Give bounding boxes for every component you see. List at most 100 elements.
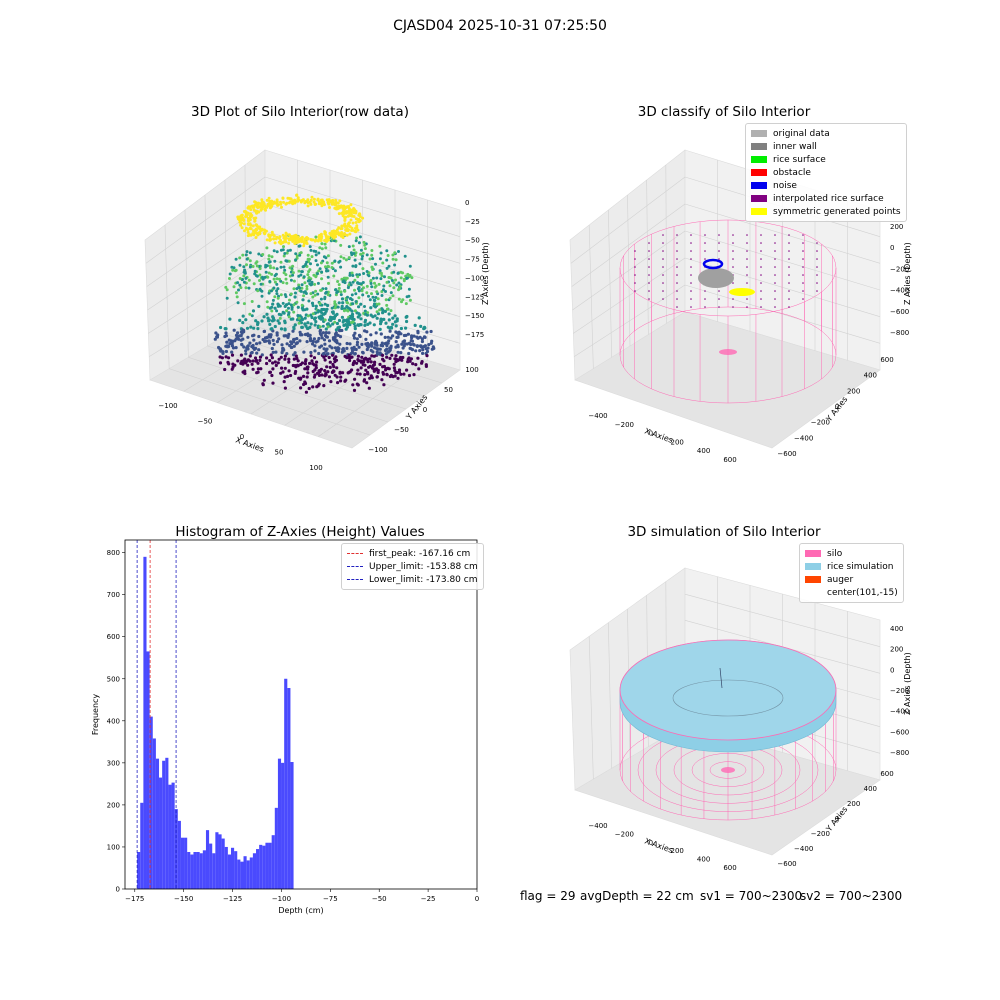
legend-item: symmetric generated points — [751, 205, 901, 218]
y-tick-label: −100 — [368, 446, 387, 454]
legend-label: interpolated rice surface — [773, 193, 884, 204]
legend-label: obstacle — [773, 167, 811, 178]
x-tick-label: −200 — [615, 421, 634, 429]
legend-label: inner wall — [773, 141, 817, 152]
silo-floor-ring — [709, 761, 747, 779]
y-tick-label: −600 — [777, 450, 796, 458]
x-axis-label: X Axies — [643, 836, 674, 855]
histogram-bar — [199, 853, 203, 889]
x-axis-label: X Axies — [643, 426, 674, 445]
histogram-bar — [262, 845, 266, 889]
histogram-bar — [246, 860, 250, 889]
classify-legend: original data inner wall rice surface obsta… — [745, 123, 907, 222]
histogram-bar — [202, 850, 206, 889]
legend-label: auger — [827, 574, 854, 585]
z-tick-label: 200 — [890, 223, 903, 231]
z-tick-label: −25 — [465, 218, 480, 226]
z-axis-label: Z Axies (Depth) — [481, 242, 490, 305]
histogram-legend: first_peak: -167.16 cm Upper_limit: -153.… — [341, 543, 484, 590]
sv1-readout: sv1 = 700~2300 — [700, 889, 803, 903]
y-tick-label: −200 — [811, 830, 830, 838]
legend-swatch — [751, 143, 767, 150]
legend-label: rice surface — [773, 154, 826, 165]
histogram-bar — [234, 851, 238, 889]
rice-surface-top — [619, 639, 837, 741]
legend-item: center(101,-15) — [805, 586, 898, 599]
histogram-bar — [152, 738, 156, 889]
x-tick-label: 600 — [723, 864, 736, 872]
histogram-bar — [180, 837, 185, 889]
legend-item: auger — [805, 573, 898, 586]
y-tick-label: −200 — [811, 419, 830, 427]
y-tick-label: 0 — [835, 403, 839, 411]
histogram-bar — [209, 843, 213, 889]
legend-swatch — [751, 182, 767, 189]
y-tick-label: 100 — [465, 366, 478, 374]
y-tick-label: 400 — [864, 785, 877, 793]
legend-label: Lower_limit: -173.80 cm — [369, 574, 478, 585]
legend-swatch — [347, 566, 363, 567]
x-tick-label: −125 — [223, 895, 242, 903]
y-tick-label: 0 — [835, 815, 839, 823]
legend-swatch — [751, 208, 767, 215]
inner-wall-cluster — [698, 268, 734, 288]
z-tick-label: −600 — [890, 728, 909, 736]
histogram-bar — [149, 716, 153, 889]
x-tick-label: −100 — [158, 402, 177, 410]
y-tick-label: 0 — [116, 886, 120, 894]
z-tick-label: −800 — [890, 329, 909, 337]
histogram-bar — [281, 762, 285, 889]
x-tick-label: 100 — [309, 464, 322, 470]
histogram-bar — [256, 849, 260, 889]
histogram-bar — [165, 757, 169, 889]
z-tick-label: −800 — [890, 749, 909, 757]
legend-label: silo — [827, 548, 843, 559]
y-tick-label: 600 — [880, 770, 893, 778]
legend-swatch — [751, 130, 767, 137]
legend-label: original data — [773, 128, 830, 139]
figure-suptitle: CJASD04 2025-10-31 07:25:50 — [393, 18, 607, 34]
y-tick-label: 200 — [847, 800, 860, 808]
x-tick-label: −100 — [272, 895, 291, 903]
histogram-bar — [177, 820, 181, 889]
y-tick-label: 400 — [864, 372, 877, 380]
histogram-bar — [212, 853, 216, 889]
z-tick-label: −125 — [465, 293, 484, 301]
z-tick-label: −75 — [465, 256, 480, 264]
classify-plot-title: 3D classify of Silo Interior — [637, 104, 811, 120]
histogram-bar — [143, 556, 147, 889]
symmetric-points — [729, 288, 755, 296]
floor-pane — [574, 724, 881, 856]
histogram-bar — [155, 758, 160, 889]
legend-item: silo — [805, 547, 898, 560]
histogram-bar — [205, 830, 210, 889]
x-tick-label: 0 — [475, 895, 479, 903]
z-tick-label: 400 — [890, 625, 903, 633]
x-tick-label: −400 — [588, 822, 607, 830]
histogram-bar — [184, 837, 188, 889]
y-tick-label: −600 — [777, 860, 796, 868]
legend-label: rice simulation — [827, 561, 894, 572]
legend-label: Upper_limit: -153.88 cm — [369, 561, 478, 572]
simulation-plot-title: 3D simulation of Silo Interior — [627, 524, 821, 540]
z-tick-label: −400 — [890, 708, 909, 716]
x-axis-label: X Axies — [234, 435, 265, 454]
legend-item: Upper_limit: -153.88 cm — [347, 560, 478, 573]
x-tick-label: −150 — [174, 895, 193, 903]
x-axis-label: Depth (cm) — [278, 906, 323, 915]
simulation-legend: silo rice simulation auger center(101,-15) — [799, 543, 904, 603]
y-tick-label: 50 — [444, 386, 453, 394]
y-tick-label: −400 — [794, 845, 813, 853]
raw-data-3d-plot: −100 −50 0 50 100 −100 −50 0 50 100 0 −25 −50 −75 −100… — [144, 149, 490, 470]
silo-floor-ring — [691, 753, 765, 787]
point-cloud — [213, 193, 436, 394]
z-tick-label: −200 — [890, 265, 909, 273]
auger-line — [719, 667, 723, 689]
x-tick-label: 600 — [723, 456, 736, 464]
x-tick-label: −50 — [198, 418, 213, 426]
y-tick-label: 500 — [107, 675, 120, 683]
legend-label: first_peak: -167.16 cm — [369, 548, 471, 559]
y-tick-label: 600 — [880, 356, 893, 364]
histogram-bar — [190, 854, 194, 889]
histogram-bar — [240, 861, 244, 889]
